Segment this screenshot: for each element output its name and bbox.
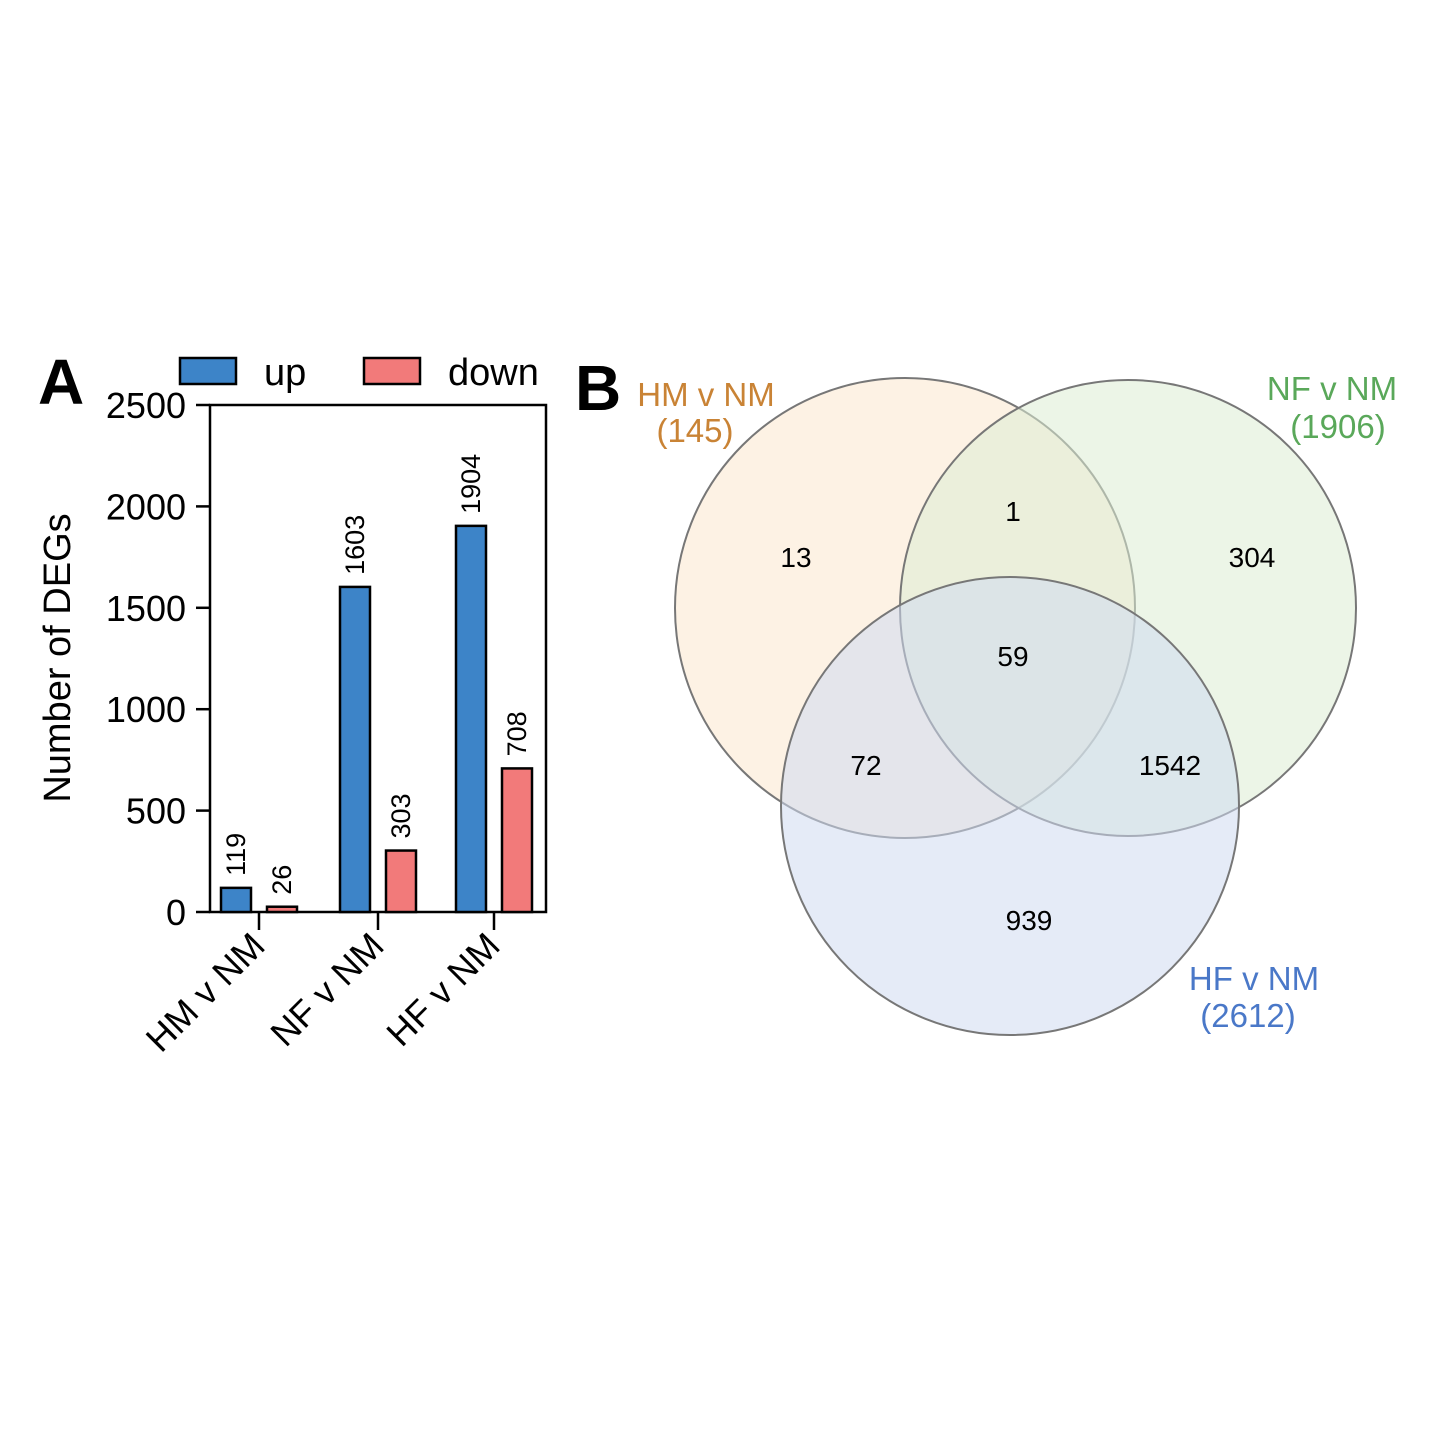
bar-up-1 (338, 585, 372, 914)
category-label: HF v NM (378, 925, 507, 1054)
set-total-nf-v-nm: (1906) (1290, 408, 1385, 445)
data-label-down-0: 26 (267, 865, 297, 895)
data-label-up-0: 119 (221, 833, 251, 876)
category-label: HM v NM (138, 925, 273, 1060)
set-label-nf-v-nm: NF v NM (1267, 370, 1397, 407)
legend-label-down: down (448, 352, 539, 394)
legend-label-up: up (264, 352, 306, 394)
data-label-up-1: 1603 (340, 515, 370, 575)
bar-up-2 (454, 524, 488, 914)
y-tick-label: 2500 (106, 385, 186, 426)
legend-swatch-down (362, 356, 422, 386)
legend: up down (178, 352, 539, 394)
category-label: NF v NM (262, 925, 391, 1054)
venn-circle-hf-v-nm (780, 576, 1240, 1036)
bar-up-0 (219, 886, 253, 914)
venn-region-all-three: 59 (997, 641, 1028, 672)
data-label-up-2: 1904 (456, 454, 486, 514)
y-tick-label: 500 (126, 791, 186, 832)
bar-marks: 119 1603 1904 26 303 708 (219, 454, 534, 914)
set-total-hm-v-nm: (145) (656, 412, 733, 449)
bar-down-0 (265, 905, 299, 914)
venn-circles (674, 377, 1357, 1036)
y-tick-label: 1500 (106, 588, 186, 629)
venn-region-nf-hf: 1542 (1139, 750, 1201, 781)
y-tick-label: 0 (166, 892, 186, 933)
venn-region-counts: 13 1 304 59 72 1542 939 (780, 496, 1275, 936)
set-total-hf-v-nm: (2612) (1200, 997, 1295, 1034)
panel-a-letter: A (38, 346, 84, 418)
y-tick-label: 1000 (106, 689, 186, 730)
venn-region-hm-only: 13 (780, 542, 811, 573)
venn-region-hm-hf: 72 (850, 750, 881, 781)
venn-region-hm-nf: 1 (1005, 496, 1021, 527)
panel-b-venn-diagram: B 13 1 304 59 72 1542 939 HM v NM (145) … (575, 352, 1397, 1036)
legend-swatch-up (178, 356, 238, 386)
venn-region-nf-only: 304 (1229, 542, 1276, 573)
data-label-down-1: 303 (386, 793, 416, 838)
panel-b-letter: B (575, 352, 621, 424)
set-label-hf-v-nm: HF v NM (1189, 960, 1319, 997)
venn-set-labels: HM v NM (145) NF v NM (1906) HF v NM (26… (637, 370, 1397, 1034)
venn-region-hf-only: 939 (1006, 905, 1053, 936)
plot-frame (208, 403, 548, 914)
y-axis-title: Number of DEGs (37, 513, 79, 802)
bar-down-1 (384, 849, 418, 914)
set-label-hm-v-nm: HM v NM (637, 376, 774, 413)
bar-down-2 (500, 767, 534, 914)
data-label-down-2: 708 (502, 711, 532, 756)
y-tick-label: 2000 (106, 486, 186, 527)
